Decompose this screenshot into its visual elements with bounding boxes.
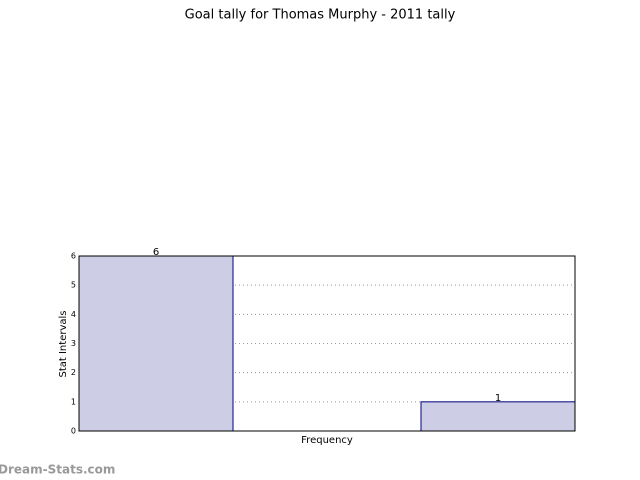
y-axis-label: Stat Intervals — [58, 310, 69, 377]
y-tick-label: 1 — [71, 397, 76, 406]
chart-title: Goal tally for Thomas Murphy - 2011 tall… — [185, 8, 456, 23]
data-label: 1 — [495, 393, 501, 404]
y-tick-label: 2 — [71, 368, 76, 377]
y-tick-label: 4 — [71, 310, 76, 319]
y-tick-label: 0 — [71, 427, 76, 436]
x-axis-label: Frequency — [301, 435, 353, 446]
y-tick-label: 3 — [71, 339, 76, 348]
data-label: 6 — [153, 247, 159, 258]
watermark: Dream-Stats.com — [0, 463, 115, 477]
y-tick-label: 5 — [71, 281, 76, 290]
plot-frame — [78, 255, 576, 432]
bar — [78, 255, 234, 432]
y-tick-label: 6 — [71, 252, 76, 261]
bar — [420, 401, 576, 432]
